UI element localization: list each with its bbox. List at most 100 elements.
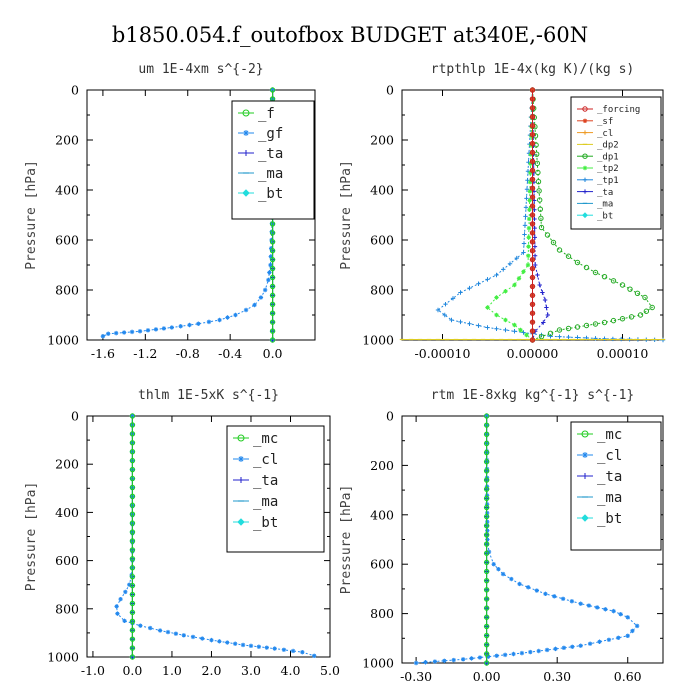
data-point bbox=[597, 639, 602, 644]
data-point bbox=[477, 655, 483, 660]
series-line bbox=[532, 89, 653, 341]
data-point bbox=[272, 646, 277, 651]
legend-marker bbox=[238, 456, 244, 462]
y-tick-label: 400 bbox=[55, 183, 79, 198]
legend: _f _gf _ta _ma _bt bbox=[231, 100, 315, 220]
data-point bbox=[486, 654, 491, 659]
data-point bbox=[533, 262, 538, 268]
data-point bbox=[467, 285, 472, 291]
data-point bbox=[483, 459, 490, 465]
data-point bbox=[649, 304, 655, 311]
data-point bbox=[586, 603, 592, 608]
y-tick-label: 200 bbox=[370, 133, 394, 148]
data-point bbox=[243, 307, 249, 313]
data-point bbox=[525, 585, 531, 590]
data-point bbox=[114, 604, 119, 609]
data-point bbox=[311, 653, 317, 658]
data-point bbox=[129, 645, 136, 651]
data-point bbox=[129, 618, 136, 624]
legend-marker bbox=[582, 212, 588, 219]
data-point bbox=[543, 591, 548, 597]
data-point bbox=[521, 241, 527, 246]
data-point bbox=[556, 247, 563, 253]
data-point bbox=[122, 618, 127, 624]
data-point bbox=[129, 329, 135, 335]
data-point bbox=[583, 264, 590, 271]
legend-marker bbox=[582, 153, 588, 159]
y-axis-label: Pressure [hPa] bbox=[24, 482, 39, 592]
data-point bbox=[503, 327, 508, 333]
data-point bbox=[100, 334, 106, 339]
data-point bbox=[300, 649, 305, 655]
data-point bbox=[544, 305, 549, 310]
legend-marker bbox=[242, 189, 250, 197]
data-point bbox=[557, 334, 562, 339]
legend-marker bbox=[582, 452, 588, 458]
data-point bbox=[602, 336, 607, 341]
data-point bbox=[450, 296, 456, 301]
data-point bbox=[129, 466, 136, 473]
y-tick-label: 800 bbox=[55, 601, 79, 616]
series-dp1 bbox=[529, 87, 655, 343]
data-point bbox=[566, 334, 571, 340]
data-point bbox=[529, 87, 536, 93]
data-point bbox=[483, 468, 490, 474]
data-point bbox=[565, 253, 572, 259]
x-tick-label: 0.00000 bbox=[507, 346, 559, 361]
data-point bbox=[483, 440, 490, 447]
data-point bbox=[483, 568, 490, 575]
data-point bbox=[553, 646, 558, 652]
data-point bbox=[269, 239, 276, 245]
legend-box bbox=[231, 100, 315, 220]
legend-label: _cl bbox=[253, 452, 278, 468]
data-point bbox=[525, 169, 531, 174]
data-point bbox=[618, 612, 623, 617]
data-point bbox=[262, 287, 268, 293]
data-point bbox=[483, 550, 490, 556]
series-mc bbox=[483, 413, 490, 666]
data-point bbox=[269, 328, 276, 334]
y-tick-label: 200 bbox=[55, 133, 79, 148]
legend-label: _forcing bbox=[597, 105, 640, 115]
data-point bbox=[118, 596, 123, 602]
data-point bbox=[552, 594, 557, 599]
data-point bbox=[178, 324, 183, 329]
data-point bbox=[526, 216, 532, 222]
data-point bbox=[153, 327, 159, 332]
x-tick-label: 0.0 bbox=[122, 663, 142, 678]
data-point bbox=[269, 221, 276, 227]
data-point bbox=[483, 614, 490, 620]
data-point bbox=[483, 495, 490, 502]
chart-title: thlm 1E-5xK s^{-1} bbox=[138, 388, 279, 403]
legend-marker bbox=[243, 150, 249, 156]
data-point bbox=[503, 289, 508, 294]
legend-box bbox=[226, 425, 325, 553]
data-point bbox=[485, 510, 490, 516]
y-tick-label: 0 bbox=[71, 83, 79, 98]
y-tick-label: 1000 bbox=[47, 333, 79, 348]
data-point bbox=[483, 513, 490, 520]
data-point bbox=[129, 502, 136, 508]
data-point bbox=[532, 216, 537, 222]
data-point bbox=[536, 648, 541, 654]
chart-title: um 1E-4xm s^{-2} bbox=[138, 62, 263, 77]
data-point bbox=[115, 611, 120, 616]
data-point bbox=[511, 651, 516, 657]
data-point bbox=[129, 654, 136, 660]
data-point bbox=[252, 302, 257, 308]
data-point bbox=[529, 283, 536, 290]
data-point bbox=[269, 319, 276, 325]
data-point bbox=[630, 628, 635, 634]
data-point bbox=[290, 648, 296, 654]
data-point bbox=[610, 278, 617, 284]
data-point bbox=[643, 308, 650, 314]
x-tick-label: 4.0 bbox=[281, 663, 301, 678]
data-point bbox=[423, 660, 428, 665]
data-point bbox=[129, 529, 136, 535]
data-point bbox=[269, 301, 276, 307]
data-point bbox=[269, 274, 276, 281]
data-point bbox=[625, 633, 630, 639]
legend-marker bbox=[582, 130, 588, 135]
data-point bbox=[527, 207, 532, 212]
data-point bbox=[268, 246, 274, 251]
